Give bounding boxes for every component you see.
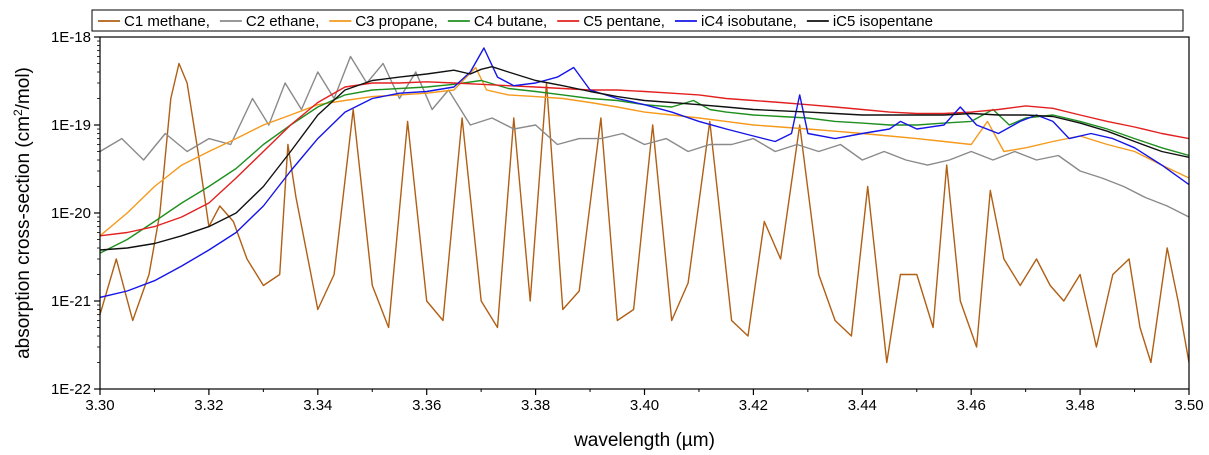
x-axis: 3.30 3.32 3.34 3.36 3.38 3.40 3.42 3.44 3.46 3.48…: [85, 389, 1204, 414]
y-axis-title: absorption cross-section (cm2/mol): [11, 67, 34, 359]
y-tick-label: 1E-18: [51, 29, 91, 46]
x-tick-label: 3.48: [1065, 397, 1094, 414]
y-tick-label: 1E-22: [51, 381, 91, 398]
series-line-ic5-isopentane: [100, 65, 1189, 251]
y-axis: 1E-22 1E-21 1E-20 1E-19 1E-18: [51, 29, 100, 398]
series-group: [100, 47, 1189, 364]
plot-frame: [99, 36, 1190, 390]
legend-label-ic4-isobutane: iC4 isobutane,: [701, 13, 797, 30]
x-tick-label: 3.30: [85, 397, 114, 414]
legend-label-c2-ethane: C2 ethane,: [246, 13, 319, 30]
legend-label-ic5-isopentane: iC5 isopentane: [833, 13, 933, 30]
series-line-c3-propane: [100, 66, 1189, 237]
legend-label-c3-propane: C3 propane,: [355, 13, 438, 30]
y-axis-title-superscript: 2: [11, 109, 25, 116]
x-tick-label: 3.32: [194, 397, 223, 414]
x-tick-label: 3.44: [848, 397, 877, 414]
series-line-c1-methane: [100, 62, 1189, 364]
x-tick-label: 3.40: [630, 397, 659, 414]
y-axis-title-main: absorption cross-section (cm: [13, 116, 34, 359]
x-tick-label: 3.42: [739, 397, 768, 414]
legend-label-c5-pentane: C5 pentane,: [583, 13, 665, 30]
series-line-c5-pentane: [100, 81, 1189, 237]
y-tick-label: 1E-21: [51, 293, 91, 310]
series-line-c2-ethane: [100, 55, 1189, 218]
y-tick-label: 1E-19: [51, 117, 91, 134]
x-tick-label: 3.36: [412, 397, 441, 414]
legend: C1 methane, C2 ethane, C3 propane, C4 butan…: [91, 9, 1184, 32]
y-axis-title-unit: /mol): [13, 67, 34, 109]
legend-box: [91, 9, 1184, 32]
y-tick-label: 1E-20: [51, 205, 91, 222]
legend-label-c1-methane: C1 methane,: [124, 13, 210, 30]
series-line-ic4-isobutane: [100, 47, 1189, 299]
x-axis-title: wavelength (µm): [573, 430, 715, 451]
legend-label-c4-butane: C4 butane,: [474, 13, 547, 30]
x-tick-label: 3.34: [303, 397, 332, 414]
x-tick-label: 3.50: [1174, 397, 1203, 414]
x-tick-label: 3.38: [521, 397, 550, 414]
x-tick-label: 3.46: [957, 397, 986, 414]
